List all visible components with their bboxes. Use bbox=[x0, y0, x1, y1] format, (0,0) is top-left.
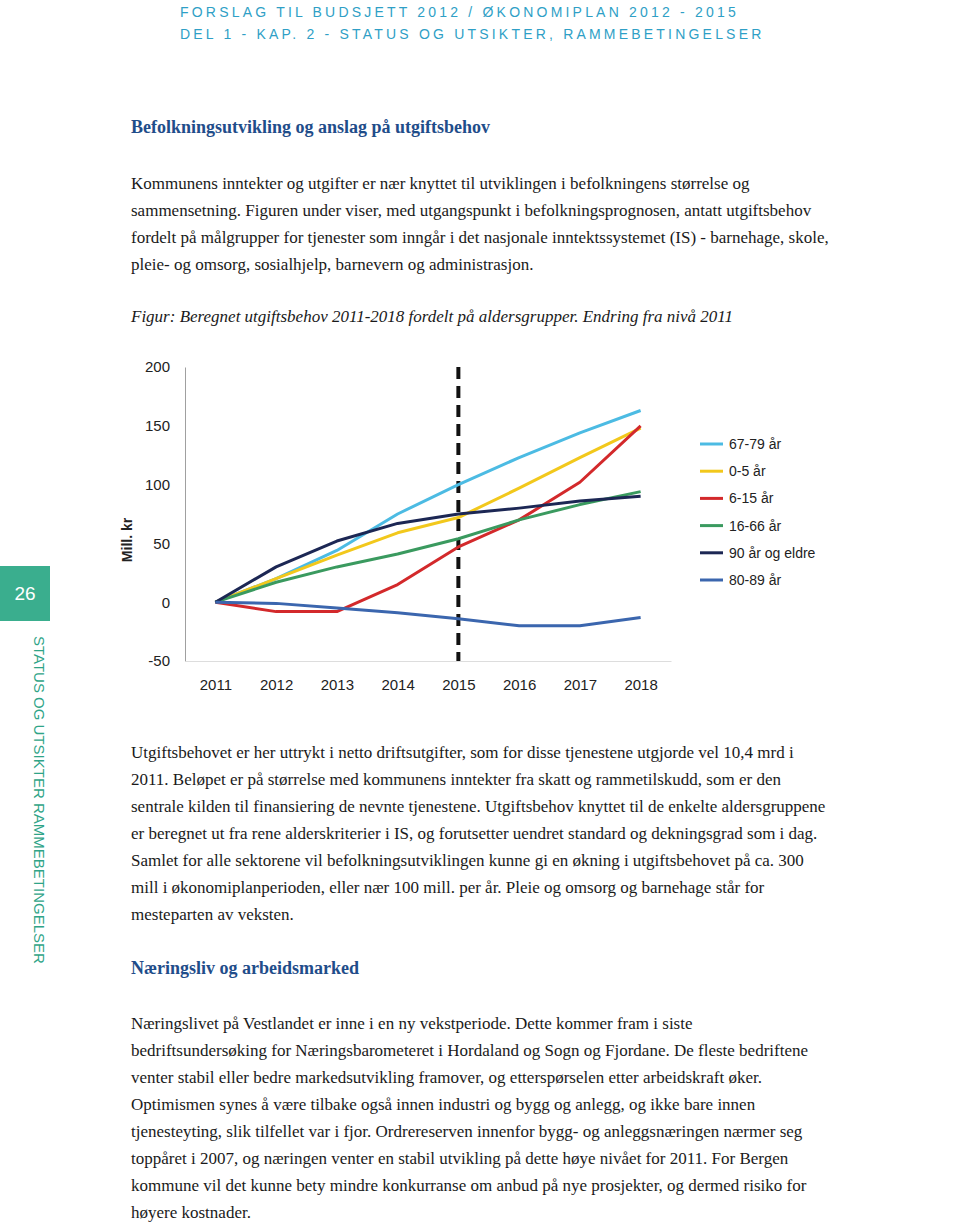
page-background bbox=[0, 0, 960, 1225]
x-tick-label: 2018 bbox=[624, 676, 657, 693]
side-label: STATUS OG UTSIKTER RAMMEBETINGELSER bbox=[31, 636, 48, 964]
y-tick: 50 bbox=[153, 535, 185, 552]
series-line bbox=[215, 426, 640, 612]
legend-swatch bbox=[700, 470, 723, 473]
y-tick: -50 bbox=[148, 652, 185, 669]
paragraph-line: sentrale kilden til finansiering de nevn… bbox=[131, 797, 825, 816]
series-line bbox=[215, 496, 640, 602]
paragraph-line: bedriftsundersøking for Næringsbarometer… bbox=[131, 1041, 808, 1060]
y-tick: 150 bbox=[145, 417, 185, 434]
section-heading: Befolkningsutvikling og anslag på utgift… bbox=[131, 117, 490, 137]
y-axis: -50 0 50 100 150 200 bbox=[145, 358, 186, 669]
x-tick-label: 2014 bbox=[381, 676, 414, 693]
y-tick-label: 0 bbox=[162, 594, 170, 611]
paragraph-line: Optimismen synes å være tilbake også inn… bbox=[131, 1095, 756, 1114]
paragraph-line: kommune vil det kunne bety mindre konkur… bbox=[131, 1176, 807, 1195]
page-number-tab bbox=[0, 566, 50, 621]
paragraph-line: Næringslivet på Vestlandet er inne i en … bbox=[131, 1014, 693, 1033]
page: FORSLAG TIL BUDSJETT 2012 / ØKONOMIPLAN … bbox=[0, 0, 960, 1225]
paragraph-line: sammensetning. Figuren under viser, med … bbox=[131, 201, 812, 220]
chart: -50050100150200Mill. kr20112012201320142… bbox=[119, 358, 816, 692]
y-axis-title: Mill. kr bbox=[119, 517, 135, 562]
series-line bbox=[215, 602, 640, 626]
y-tick-label: 150 bbox=[145, 417, 170, 434]
section-heading: Næringsliv og arbeidsmarked bbox=[131, 958, 359, 978]
y-axis-line bbox=[185, 368, 186, 662]
paragraph-line: høyere kostnader. bbox=[131, 1203, 251, 1222]
paragraph-line: mesteparten av veksten. bbox=[131, 905, 294, 924]
series-line bbox=[215, 428, 640, 602]
x-tick: 2017 bbox=[564, 661, 597, 693]
x-tick: 2018 bbox=[624, 661, 657, 693]
legend-label: 0-5 år bbox=[729, 463, 766, 479]
legend-label: 90 år og eldre bbox=[729, 545, 816, 561]
paragraph-line: fordelt på målgrupper for tjenester som … bbox=[131, 228, 829, 247]
x-tick-label: 2011 bbox=[200, 676, 232, 693]
x-axis: 2011 2012 2013 2014 2015 2016 2017 2018 bbox=[186, 661, 672, 693]
x-tick-label: 2015 bbox=[442, 676, 475, 693]
y-tick-label: 50 bbox=[153, 535, 170, 552]
paragraph-line: Kommunens inntekter og utgifter er nær k… bbox=[131, 174, 750, 193]
page-number: 26 bbox=[14, 583, 35, 604]
x-tick-label: 2013 bbox=[321, 676, 354, 693]
legend-swatch bbox=[700, 443, 723, 446]
legend-label: 67-79 år bbox=[729, 436, 781, 452]
legend-swatch bbox=[700, 551, 723, 554]
paragraph-line: Samlet for alle sektorene vil befolkning… bbox=[131, 851, 804, 870]
legend-label: 16-66 år bbox=[729, 518, 781, 534]
x-tick: 2014 bbox=[381, 661, 414, 693]
x-tick-label: 2016 bbox=[503, 676, 536, 693]
legend-label: 6-15 år bbox=[729, 490, 774, 506]
y-tick: 0 bbox=[162, 594, 185, 611]
legend-swatch bbox=[700, 524, 723, 527]
legend-label: 80-89 år bbox=[729, 572, 781, 588]
series-line bbox=[215, 411, 640, 603]
running-header: FORSLAG TIL BUDSJETT 2012 / ØKONOMIPLAN … bbox=[180, 4, 739, 20]
x-tick-label: 2017 bbox=[564, 676, 597, 693]
plot-lines bbox=[215, 367, 640, 661]
y-tick-label: 200 bbox=[145, 358, 170, 375]
y-tick-label: 100 bbox=[145, 476, 170, 493]
y-tick: 200 bbox=[145, 358, 185, 375]
paragraph-line: Utgiftsbehovet er her uttrykt i netto dr… bbox=[131, 743, 794, 762]
legend-swatch bbox=[700, 579, 723, 582]
paragraph-line: pleie- og omsorg, sosialhjelp, barnevern… bbox=[131, 255, 533, 274]
paragraph-line: 2011. Beløpet er på størrelse med kommun… bbox=[131, 770, 781, 789]
legend-swatch bbox=[700, 497, 723, 500]
y-tick-label: -50 bbox=[148, 652, 170, 669]
x-tick: 2015 bbox=[442, 661, 475, 693]
x-axis-line bbox=[186, 661, 672, 662]
chart-title: Figur: Beregnet utgiftsbehov 2011-2018 f… bbox=[130, 307, 733, 326]
paragraph-line: er beregnet ut fra rene alderskriterier … bbox=[131, 824, 817, 843]
x-tick: 2013 bbox=[321, 661, 354, 693]
paragraph-line: toppåret i 2007, og næringen venter en s… bbox=[131, 1149, 789, 1168]
running-header: DEL 1 - KAP. 2 - STATUS OG UTSIKTER, RAM… bbox=[180, 26, 765, 42]
legend: 67-79 år 0-5 år 6-15 år 16-66 år 90 år og el… bbox=[700, 436, 816, 588]
paragraph-line: tjenesteyting, slik tilfellet var i fjor… bbox=[131, 1122, 803, 1141]
x-tick-label: 2012 bbox=[260, 676, 293, 693]
x-tick: 2012 bbox=[260, 661, 293, 693]
x-tick: 2016 bbox=[503, 661, 536, 693]
paragraph-line: venter stabil eller bedre markedsutvikli… bbox=[131, 1068, 762, 1087]
series-line bbox=[215, 492, 640, 603]
y-tick: 100 bbox=[145, 476, 185, 493]
x-tick: 2011 bbox=[200, 661, 232, 693]
paragraph-line: mill i økonomiplanperioden, eller nær 10… bbox=[131, 878, 765, 897]
